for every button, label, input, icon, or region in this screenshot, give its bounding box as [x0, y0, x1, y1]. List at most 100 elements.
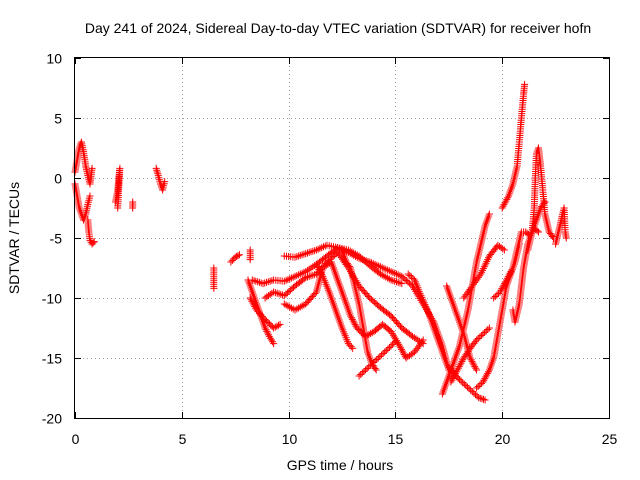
data-point [398, 280, 406, 288]
data-point [255, 309, 263, 317]
y-tick-label: 5 [54, 111, 62, 127]
data-point [478, 268, 486, 276]
data-point [344, 340, 352, 348]
data-point [249, 299, 257, 307]
data-point [457, 359, 465, 367]
data-point [420, 299, 428, 307]
data-point [473, 384, 481, 392]
data-point [257, 311, 265, 319]
data-point [479, 330, 487, 338]
data-point [393, 278, 400, 286]
data-point [305, 265, 313, 273]
data-point [491, 293, 499, 300]
data-point [298, 269, 306, 277]
data-point [499, 202, 507, 210]
data-point [504, 194, 512, 202]
data-point [273, 322, 281, 330]
data-point [476, 394, 484, 402]
data-point [295, 252, 303, 260]
data-point [485, 210, 493, 218]
y-tick-label: 10 [46, 51, 62, 67]
data-point [396, 279, 404, 287]
data-point [419, 295, 427, 303]
data-point [481, 396, 489, 404]
data-point [397, 344, 405, 352]
data-point [233, 252, 241, 260]
data-point [496, 288, 504, 296]
data-point [369, 260, 377, 268]
data-point [474, 383, 482, 390]
data-point [263, 327, 271, 335]
data-point [293, 272, 301, 280]
data-point [419, 336, 427, 344]
data-point [248, 297, 256, 305]
data-point [349, 344, 357, 352]
data-point [472, 391, 479, 399]
data-point [387, 342, 395, 350]
data-point [263, 278, 270, 286]
data-point [490, 294, 498, 302]
data-point [391, 269, 399, 277]
data-point [305, 272, 313, 280]
data-point [382, 347, 390, 354]
x-axis-label: GPS time / hours [287, 457, 394, 473]
data-point [389, 268, 397, 276]
data-point [371, 260, 379, 268]
data-point [389, 331, 397, 339]
data-point [391, 277, 399, 285]
data-point [153, 168, 161, 176]
data-point [318, 271, 326, 279]
data-point [261, 279, 269, 287]
data-point [385, 267, 393, 275]
data-point [282, 276, 290, 284]
data-point [264, 329, 272, 337]
data-point [346, 341, 354, 349]
data-point [271, 323, 279, 331]
data-point [314, 264, 322, 272]
data-point [380, 264, 388, 272]
data-point [375, 262, 383, 270]
data-point [471, 338, 479, 346]
data-point [460, 380, 468, 388]
data-point [376, 263, 384, 271]
data-point [388, 329, 396, 337]
data-point [398, 347, 406, 355]
data-point [266, 334, 274, 342]
data-point [521, 80, 529, 88]
data-point [417, 292, 425, 300]
data-point [393, 270, 400, 278]
data-point [505, 271, 513, 279]
data-point [366, 362, 374, 369]
data-point [365, 363, 373, 371]
data-point [300, 275, 308, 283]
data-point [469, 359, 477, 367]
data-point [279, 291, 286, 299]
data-point [378, 264, 386, 272]
data-point [479, 265, 487, 273]
data-point [387, 328, 395, 336]
data-point [227, 258, 235, 266]
x-tick-label: 5 [179, 431, 187, 447]
data-point [404, 270, 412, 278]
data-point [368, 360, 376, 368]
data-points [71, 80, 570, 404]
data-point [493, 291, 501, 299]
data-point [390, 339, 398, 347]
data-point [467, 386, 475, 394]
data-point [407, 273, 415, 281]
data-point [295, 271, 303, 279]
data-point [376, 353, 384, 360]
data-point [307, 272, 315, 280]
data-point [270, 288, 278, 296]
data-point [259, 280, 267, 288]
data-point [320, 243, 327, 251]
data-point [470, 389, 478, 397]
data-point [349, 317, 357, 325]
data-point [479, 378, 487, 386]
data-point [457, 377, 465, 385]
data-point [247, 296, 255, 304]
data-point [296, 251, 304, 259]
data-point [309, 247, 317, 255]
data-point [210, 284, 218, 292]
data-point [476, 333, 484, 341]
